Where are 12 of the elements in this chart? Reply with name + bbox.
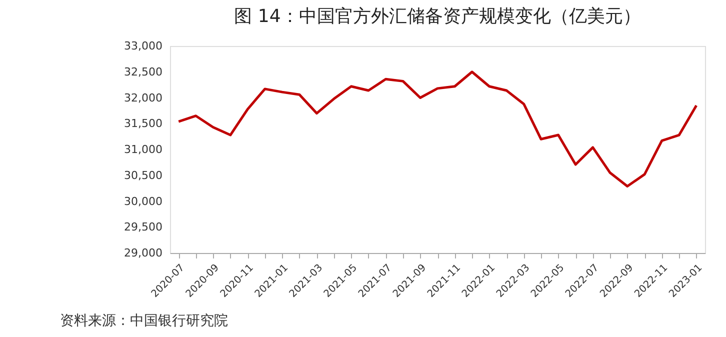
y-tick-label: 30,000 (124, 194, 162, 208)
line-series (177, 70, 698, 188)
y-tick-label: 31,000 (124, 143, 162, 156)
y-tick-label: 31,500 (124, 117, 162, 130)
y-tick-label: 29,000 (124, 246, 162, 260)
y-tick-label: 33,000 (124, 40, 162, 52)
y-tick-label: 29,500 (124, 220, 162, 234)
y-tick-label: 30,500 (124, 168, 162, 182)
chart-title: 图 14：中国官方外汇储备资产规模变化（亿美元） (234, 6, 641, 27)
y-tick-label: 32,500 (124, 65, 162, 78)
y-tick-label: 32,000 (124, 91, 162, 104)
text: 资料来源：中国银行研究院 (60, 313, 228, 329)
